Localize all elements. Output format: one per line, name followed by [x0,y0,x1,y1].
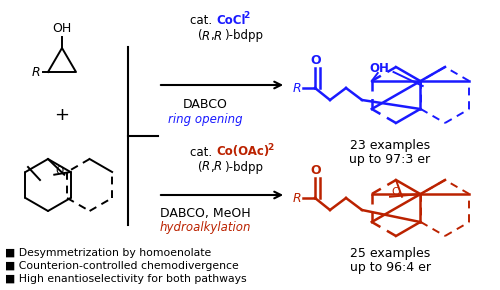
Text: (: ( [198,160,202,173]
Text: 23 examples: 23 examples [350,139,430,151]
Text: O: O [310,164,322,177]
Text: R: R [214,30,222,43]
Text: hydroalkylation: hydroalkylation [159,222,251,235]
Text: )-bdpp: )-bdpp [224,160,263,173]
Text: ■ Desymmetrization by homoenolate: ■ Desymmetrization by homoenolate [5,248,211,258]
Text: R: R [293,81,302,95]
Text: OH: OH [370,63,390,75]
Text: R: R [202,30,210,43]
Text: 2: 2 [267,143,273,152]
Text: 25 examples: 25 examples [350,246,430,260]
Text: DABCO, MeOH: DABCO, MeOH [160,206,250,220]
Text: cat.: cat. [190,146,216,159]
Text: CoCl: CoCl [216,14,246,26]
Text: O: O [392,187,400,197]
Text: 2: 2 [243,11,249,20]
Text: OH: OH [52,21,72,35]
Text: O: O [310,53,322,66]
Text: ,: , [210,160,214,173]
Text: DABCO: DABCO [182,99,228,111]
Text: up to 97:3 er: up to 97:3 er [350,153,430,166]
Text: R: R [293,191,302,204]
Text: +: + [54,106,70,124]
Text: (: ( [198,30,202,43]
Text: R: R [202,160,210,173]
Text: Co(OAc): Co(OAc) [216,146,269,159]
Text: R: R [32,66,40,79]
Text: ring opening: ring opening [168,113,242,126]
Text: ■ High enantioselectivity for both pathways: ■ High enantioselectivity for both pathw… [5,274,246,284]
Text: cat.: cat. [190,14,216,26]
Text: ,: , [210,30,214,43]
Text: O: O [55,166,64,176]
Text: R: R [214,160,222,173]
Text: up to 96:4 er: up to 96:4 er [350,262,430,275]
Text: )-bdpp: )-bdpp [224,30,263,43]
Text: ■ Counterion-controlled chemodivergence: ■ Counterion-controlled chemodivergence [5,261,239,271]
